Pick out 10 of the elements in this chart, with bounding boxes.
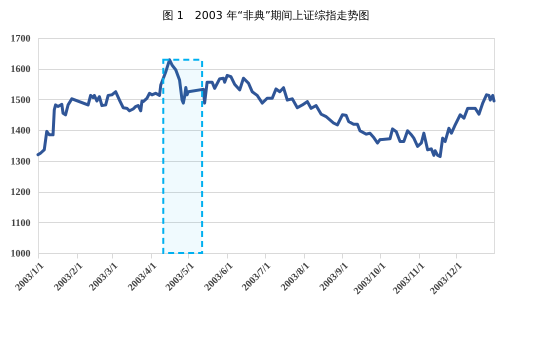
y-tick-label: 1000 [10,248,30,260]
y-tick-label: 1400 [10,126,30,137]
line-series [36,58,496,158]
chart-title: 图 1 2003 年“非典”期间上证综指走势图 [162,9,370,22]
y-tick-label: 1700 [10,34,30,44]
y-tick-label: 1300 [10,156,30,168]
y-tick-label: 1200 [10,187,30,198]
y-tick-label: 1500 [10,94,30,106]
y-tick-label: 1100 [11,218,30,229]
y-tick-label: 1600 [10,64,30,76]
